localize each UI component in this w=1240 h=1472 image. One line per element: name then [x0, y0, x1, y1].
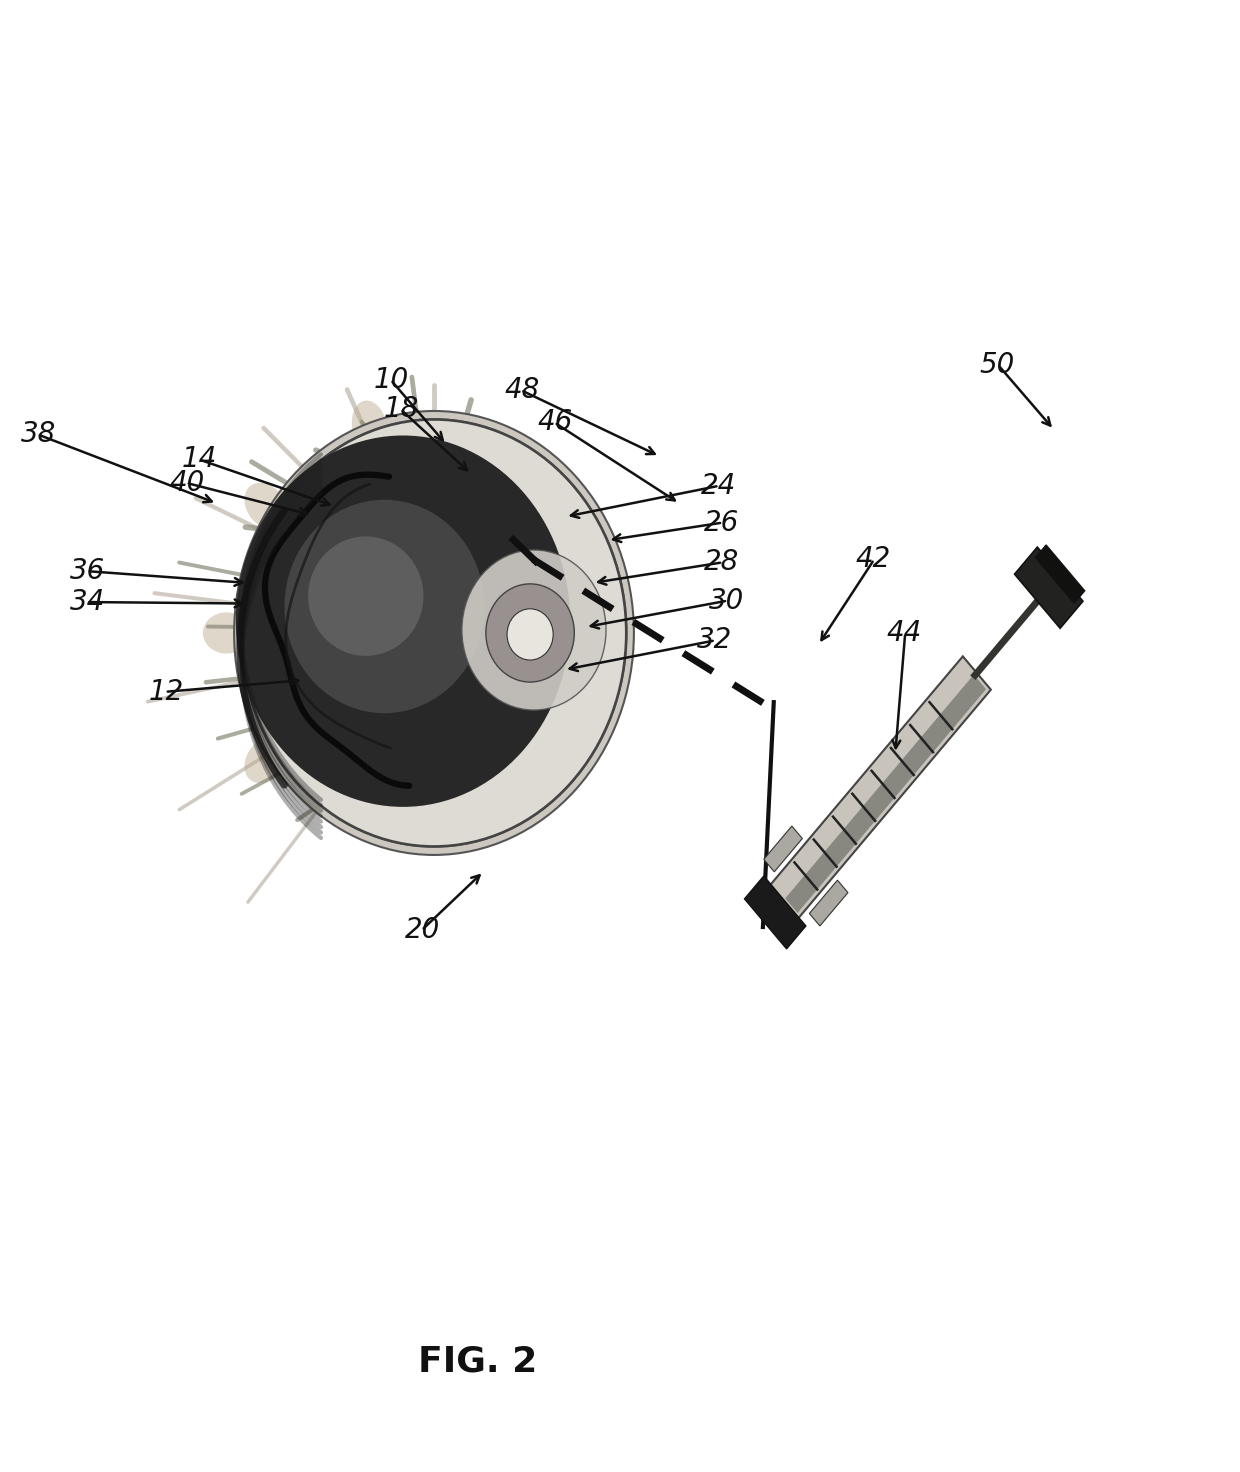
Text: FIG. 2: FIG. 2: [418, 1344, 537, 1379]
Text: 36: 36: [71, 556, 105, 586]
Text: 14: 14: [182, 445, 217, 474]
Text: 28: 28: [704, 548, 739, 577]
Text: 44: 44: [887, 618, 921, 648]
Text: 40: 40: [170, 468, 205, 498]
Text: 24: 24: [701, 471, 735, 500]
Text: 50: 50: [980, 350, 1014, 380]
Polygon shape: [1014, 548, 1083, 629]
Text: 30: 30: [709, 586, 744, 615]
Text: 32: 32: [697, 626, 732, 655]
Ellipse shape: [352, 400, 388, 455]
Ellipse shape: [236, 436, 570, 807]
Polygon shape: [770, 657, 991, 919]
Text: 42: 42: [856, 545, 890, 574]
Polygon shape: [744, 876, 806, 949]
Text: 26: 26: [704, 508, 739, 537]
Ellipse shape: [461, 551, 606, 710]
Text: 18: 18: [384, 394, 419, 424]
Polygon shape: [810, 880, 848, 926]
Ellipse shape: [284, 500, 485, 714]
Ellipse shape: [244, 736, 288, 783]
Text: 38: 38: [21, 420, 56, 449]
Text: 48: 48: [505, 375, 539, 405]
Ellipse shape: [242, 420, 626, 846]
Ellipse shape: [234, 411, 634, 855]
Ellipse shape: [203, 612, 250, 654]
Polygon shape: [764, 826, 802, 871]
Ellipse shape: [507, 609, 553, 659]
Polygon shape: [785, 674, 986, 913]
Ellipse shape: [486, 584, 574, 682]
Text: 12: 12: [149, 677, 184, 707]
Text: 46: 46: [538, 408, 573, 437]
Polygon shape: [1035, 545, 1085, 604]
Text: 10: 10: [374, 365, 409, 394]
Ellipse shape: [244, 483, 288, 530]
Ellipse shape: [308, 536, 423, 657]
Text: 34: 34: [71, 587, 105, 617]
Ellipse shape: [242, 420, 626, 846]
Text: 20: 20: [405, 916, 440, 945]
